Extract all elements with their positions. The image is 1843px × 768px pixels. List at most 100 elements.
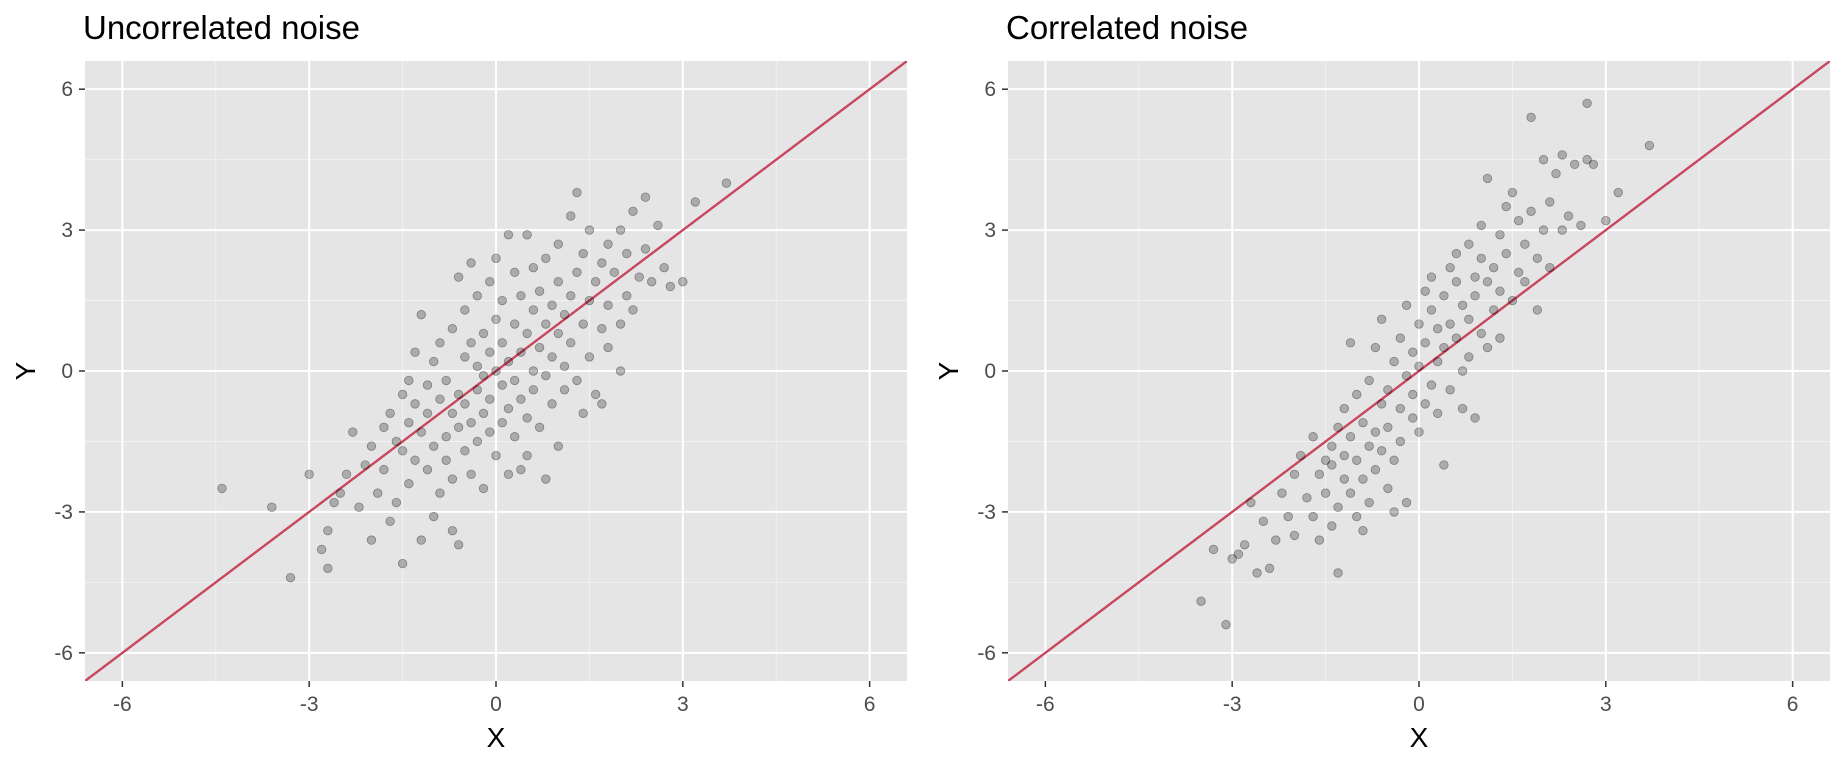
data-point xyxy=(1644,140,1655,151)
data-point xyxy=(435,488,445,498)
data-point xyxy=(615,225,626,235)
data-point xyxy=(1389,455,1399,465)
data-point xyxy=(354,502,364,512)
data-point xyxy=(503,403,514,414)
data-point xyxy=(572,267,582,278)
data-point xyxy=(1345,338,1356,348)
data-point xyxy=(1439,291,1449,301)
data-point xyxy=(1495,286,1505,296)
data-point xyxy=(1526,206,1536,217)
data-point xyxy=(1277,488,1287,498)
data-point xyxy=(590,389,601,400)
data-point xyxy=(1358,417,1368,428)
chart-title: Correlated noise xyxy=(1006,9,1248,46)
data-point xyxy=(404,375,414,386)
data-point xyxy=(366,535,377,545)
data-point xyxy=(466,417,476,428)
data-point xyxy=(1432,324,1443,334)
data-point xyxy=(503,356,514,367)
data-point xyxy=(485,394,495,404)
data-point xyxy=(1426,272,1437,282)
data-point xyxy=(1289,469,1300,480)
data-point xyxy=(1383,422,1393,433)
data-point xyxy=(1495,333,1505,343)
scatter-points xyxy=(217,178,732,583)
data-point xyxy=(547,399,557,409)
data-point xyxy=(410,399,420,409)
data-point xyxy=(1613,187,1623,198)
data-point xyxy=(1376,314,1387,325)
data-point xyxy=(528,385,539,395)
data-point xyxy=(1383,483,1393,494)
data-point xyxy=(615,366,626,376)
data-point xyxy=(491,314,501,325)
data-point xyxy=(447,525,458,536)
data-point xyxy=(391,436,402,447)
data-point xyxy=(590,277,601,287)
x-tick-label: -6 xyxy=(113,693,132,716)
data-point xyxy=(1470,291,1480,301)
data-point xyxy=(1532,253,1543,263)
data-point xyxy=(659,262,669,273)
data-point xyxy=(622,248,632,259)
data-point xyxy=(1563,211,1574,221)
data-point xyxy=(603,300,613,310)
data-point xyxy=(1557,150,1567,160)
data-point xyxy=(385,516,395,527)
data-point xyxy=(578,408,588,418)
data-point xyxy=(485,277,495,287)
data-point xyxy=(1432,356,1443,367)
data-point xyxy=(1208,544,1219,555)
data-point xyxy=(1364,497,1374,508)
gridlines xyxy=(1008,61,1830,681)
data-point xyxy=(559,361,570,372)
data-point xyxy=(522,328,532,339)
data-point xyxy=(1526,112,1536,123)
data-point xyxy=(1582,154,1592,165)
data-point xyxy=(385,408,395,418)
data-point xyxy=(1339,403,1349,414)
data-point xyxy=(1457,366,1468,376)
correlated-noise-panel: Correlated noise -6 -3 0 3 6 -6 -3 0 3 6 X Y xyxy=(933,9,1830,753)
data-point xyxy=(1420,286,1430,296)
data-point xyxy=(1370,427,1381,437)
data-point xyxy=(441,375,451,386)
data-point xyxy=(466,258,476,268)
data-point xyxy=(1364,375,1374,386)
data-point xyxy=(1538,225,1549,235)
x-tick-label: 3 xyxy=(677,693,689,716)
data-point xyxy=(634,272,644,282)
data-point xyxy=(472,436,483,447)
data-point xyxy=(397,446,408,456)
data-point xyxy=(1327,521,1337,531)
reference-line xyxy=(85,61,907,681)
data-point xyxy=(497,338,507,348)
data-point xyxy=(503,469,514,480)
data-point xyxy=(528,262,539,273)
data-point xyxy=(429,441,439,451)
data-point xyxy=(1345,432,1356,442)
data-point xyxy=(397,558,408,569)
data-point xyxy=(516,464,526,475)
y-tick-label: 3 xyxy=(984,219,996,242)
data-point xyxy=(1302,493,1312,503)
data-point xyxy=(1457,300,1468,310)
data-point xyxy=(1320,455,1331,465)
data-point xyxy=(640,192,651,202)
axes: -6 -3 0 3 6 -6 -3 0 3 6 xyxy=(977,78,1798,716)
data-point xyxy=(366,441,377,451)
data-point xyxy=(466,469,476,480)
data-point xyxy=(1358,525,1368,536)
data-point xyxy=(1426,380,1437,390)
data-point xyxy=(572,187,582,198)
data-point xyxy=(1501,248,1511,259)
data-point xyxy=(1464,314,1474,325)
data-point xyxy=(441,455,451,465)
data-point xyxy=(603,239,613,249)
data-point xyxy=(1470,413,1480,423)
data-point xyxy=(1233,549,1244,559)
data-point xyxy=(1520,239,1530,249)
data-point xyxy=(1395,333,1406,343)
data-point xyxy=(460,446,470,456)
data-point xyxy=(267,502,277,512)
